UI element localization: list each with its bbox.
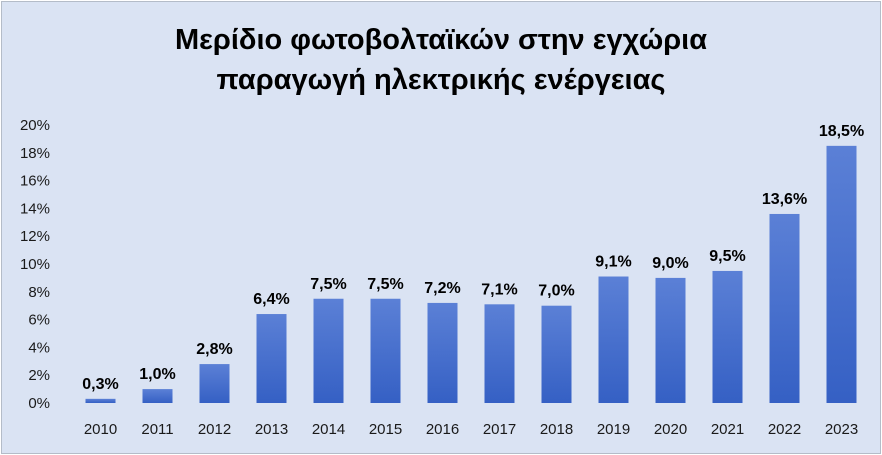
bar-2018 xyxy=(541,305,572,403)
data-label-2023: 18,5% xyxy=(819,123,864,140)
x-tick-label: 2014 xyxy=(312,421,345,438)
bar-2014 xyxy=(313,298,344,403)
bar-2020 xyxy=(655,277,686,403)
chart-title-line-2: παραγωγή ηλεκτρικής ενέργειας xyxy=(216,64,666,96)
bar-2022 xyxy=(769,213,800,403)
y-tick-label: 12% xyxy=(20,228,50,245)
data-label-2015: 7,5% xyxy=(367,276,403,293)
y-tick-label: 4% xyxy=(28,339,50,356)
data-labels: 0,3% 1,0% 2,8% 6,4% 7,5% 7,5% 7,2% 7,1% 7,0% 9,1%… xyxy=(82,123,864,393)
x-tick-label: 2019 xyxy=(597,421,630,438)
bars xyxy=(85,145,857,403)
bar-2016 xyxy=(427,302,458,403)
data-label-2020: 9,0% xyxy=(652,255,688,272)
bar-2010 xyxy=(85,398,116,403)
x-tick-label: 2015 xyxy=(369,421,402,438)
data-label-2011: 1,0% xyxy=(139,366,175,383)
x-tick-label: 2012 xyxy=(198,421,231,438)
x-tick-label: 2011 xyxy=(141,421,173,438)
y-tick-label: 16% xyxy=(20,173,50,190)
x-tick-label: 2013 xyxy=(255,421,288,438)
bar-2019 xyxy=(598,276,629,403)
chart-title-line-1: Μερίδιο φωτοβολταϊκών στην εγχώρια xyxy=(174,24,708,56)
x-tick-label: 2020 xyxy=(654,421,687,438)
x-tick-label: 2010 xyxy=(84,421,117,438)
x-tick-label: 2018 xyxy=(540,421,573,438)
data-label-2010: 0,3% xyxy=(82,376,118,393)
bar-2012 xyxy=(199,364,230,403)
data-label-2017: 7,1% xyxy=(481,281,517,298)
data-label-2014: 7,5% xyxy=(310,276,346,293)
x-tick-label: 2022 xyxy=(768,421,801,438)
bar-2011 xyxy=(142,389,173,403)
y-tick-label: 10% xyxy=(20,256,50,273)
y-tick-label: 8% xyxy=(28,284,50,301)
x-tick-label: 2023 xyxy=(825,421,858,438)
data-label-2013: 6,4% xyxy=(253,291,289,308)
x-tick-label: 2021 xyxy=(711,421,744,438)
bar-2017 xyxy=(484,304,515,403)
y-tick-label: 20% xyxy=(20,117,50,134)
data-label-2022: 13,6% xyxy=(762,191,807,208)
data-label-2016: 7,2% xyxy=(424,280,460,297)
bar-2013 xyxy=(256,314,287,403)
data-label-2012: 2,8% xyxy=(196,341,232,358)
y-tick-label: 0% xyxy=(28,395,50,412)
x-tick-label: 2017 xyxy=(483,421,516,438)
y-tick-label: 14% xyxy=(20,200,50,217)
data-label-2018: 7,0% xyxy=(538,283,574,300)
x-tick-label: 2016 xyxy=(426,421,459,438)
y-tick-label: 2% xyxy=(28,367,50,384)
x-axis: 2010 2011 2012 2013 2014 2015 2016 2017 2018 2019… xyxy=(84,421,858,438)
y-tick-label: 6% xyxy=(28,312,50,329)
bar-2021 xyxy=(712,270,743,403)
data-label-2021: 9,5% xyxy=(709,248,745,265)
chart-title: Μερίδιο φωτοβολταϊκών στην εγχώρια παραγ… xyxy=(2,20,880,100)
bar-2023 xyxy=(826,145,857,403)
bar-2015 xyxy=(370,298,401,403)
y-axis: 0% 2% 4% 6% 8% 10% 12% 14% 16% 18% 20% xyxy=(20,117,50,412)
data-label-2019: 9,1% xyxy=(595,254,631,271)
y-tick-label: 18% xyxy=(20,145,50,162)
